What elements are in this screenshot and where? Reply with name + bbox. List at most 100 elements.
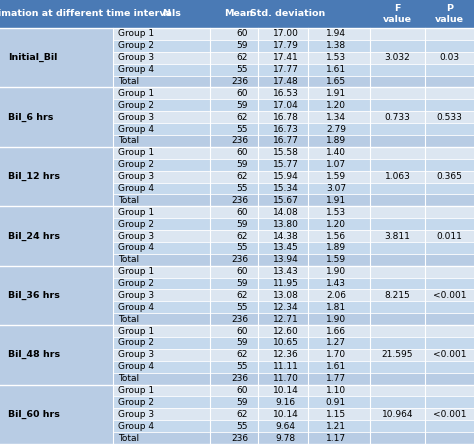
Text: Group 3: Group 3	[118, 53, 154, 62]
Bar	[0, 325, 113, 385]
Text: Initial_Bil: Initial_Bil	[8, 53, 57, 62]
Text: 10.65: 10.65	[273, 338, 299, 348]
Text: 62: 62	[237, 231, 248, 241]
Text: 1.81: 1.81	[326, 303, 346, 312]
Text: 59: 59	[237, 41, 248, 50]
Text: 62: 62	[237, 53, 248, 62]
Bar	[113, 28, 474, 40]
Text: 13.43: 13.43	[273, 267, 298, 276]
Text: 55: 55	[237, 65, 248, 74]
Text: 12.34: 12.34	[273, 303, 298, 312]
Text: 12.60: 12.60	[273, 327, 298, 336]
Text: 2.06: 2.06	[326, 291, 346, 300]
Text: 15.34: 15.34	[273, 184, 298, 193]
Text: Bil_36 hrs: Bil_36 hrs	[8, 291, 60, 300]
Text: Mean: Mean	[225, 9, 254, 19]
Bar	[113, 301, 474, 313]
Bar	[113, 135, 474, 147]
Text: 1.89: 1.89	[326, 136, 346, 146]
Text: 9.16: 9.16	[275, 398, 296, 407]
Text: Group 3: Group 3	[118, 291, 154, 300]
Bar	[113, 159, 474, 170]
Text: Group 1: Group 1	[118, 148, 154, 157]
Text: Group 2: Group 2	[118, 398, 154, 407]
Text: 59: 59	[237, 220, 248, 229]
Text: 1.21: 1.21	[326, 422, 346, 431]
Text: Group 3: Group 3	[118, 410, 154, 419]
Text: Group 1: Group 1	[118, 89, 154, 98]
Text: 14.08: 14.08	[273, 208, 298, 217]
Bar	[113, 182, 474, 194]
Bar	[0, 206, 113, 266]
Bar	[113, 266, 474, 278]
Bar	[113, 230, 474, 242]
Text: 16.73: 16.73	[273, 124, 299, 134]
Text: <0.001: <0.001	[433, 410, 466, 419]
Text: 21.595: 21.595	[382, 350, 413, 359]
Text: 236: 236	[231, 315, 248, 324]
Text: Group 1: Group 1	[118, 327, 154, 336]
Text: 55: 55	[237, 422, 248, 431]
Text: 0.733: 0.733	[384, 113, 410, 122]
Text: Group 2: Group 2	[118, 220, 154, 229]
Text: 236: 236	[231, 255, 248, 264]
Text: Bilirubin estimation at different time intervals: Bilirubin estimation at different time i…	[0, 9, 181, 19]
Text: 11.70: 11.70	[273, 374, 299, 383]
Text: Group 1: Group 1	[118, 208, 154, 217]
Text: 17.48: 17.48	[273, 77, 298, 86]
Text: 1.90: 1.90	[326, 315, 346, 324]
Text: 15.58: 15.58	[273, 148, 299, 157]
Text: 13.94: 13.94	[273, 255, 298, 264]
Text: 9.78: 9.78	[275, 433, 296, 443]
Text: 62: 62	[237, 350, 248, 359]
Text: Total: Total	[118, 374, 139, 383]
Bar	[0, 0, 474, 28]
Bar	[113, 278, 474, 289]
Text: 17.79: 17.79	[273, 41, 299, 50]
Text: Total: Total	[118, 77, 139, 86]
Text: Group 2: Group 2	[118, 279, 154, 288]
Text: 0.533: 0.533	[437, 113, 463, 122]
Text: Bil_24 hrs: Bil_24 hrs	[8, 231, 60, 241]
Text: 3.032: 3.032	[384, 53, 410, 62]
Text: Group 3: Group 3	[118, 113, 154, 122]
Text: Group 2: Group 2	[118, 160, 154, 169]
Text: Total: Total	[118, 196, 139, 205]
Text: 3.07: 3.07	[326, 184, 346, 193]
Text: 60: 60	[237, 327, 248, 336]
Text: 17.00: 17.00	[273, 29, 299, 39]
Text: 62: 62	[237, 410, 248, 419]
Text: 60: 60	[237, 29, 248, 39]
Text: 55: 55	[237, 303, 248, 312]
Bar	[113, 206, 474, 218]
Text: 1.66: 1.66	[326, 327, 346, 336]
Text: 55: 55	[237, 124, 248, 134]
Text: 60: 60	[237, 267, 248, 276]
Text: 12.71: 12.71	[273, 315, 298, 324]
Text: Bil_60 hrs: Bil_60 hrs	[8, 410, 60, 419]
Text: Group 2: Group 2	[118, 101, 154, 110]
Bar	[0, 28, 113, 87]
Text: <0.001: <0.001	[433, 350, 466, 359]
Text: 1.56: 1.56	[326, 231, 346, 241]
Text: 236: 236	[231, 196, 248, 205]
Text: 1.20: 1.20	[326, 101, 346, 110]
Text: Group 4: Group 4	[118, 303, 154, 312]
Text: 17.41: 17.41	[273, 53, 298, 62]
Bar	[113, 147, 474, 159]
Text: 8.215: 8.215	[384, 291, 410, 300]
Bar	[113, 408, 474, 420]
Bar	[113, 99, 474, 111]
Bar	[113, 349, 474, 361]
Text: Total: Total	[118, 433, 139, 443]
Text: 1.43: 1.43	[326, 279, 346, 288]
Text: 16.78: 16.78	[273, 113, 299, 122]
Bar	[113, 194, 474, 206]
Text: 1.063: 1.063	[384, 172, 410, 181]
Text: 15.67: 15.67	[273, 196, 299, 205]
Bar	[113, 123, 474, 135]
Text: 236: 236	[231, 433, 248, 443]
Text: 1.91: 1.91	[326, 89, 346, 98]
Text: Total: Total	[118, 255, 139, 264]
Text: 1.61: 1.61	[326, 65, 346, 74]
